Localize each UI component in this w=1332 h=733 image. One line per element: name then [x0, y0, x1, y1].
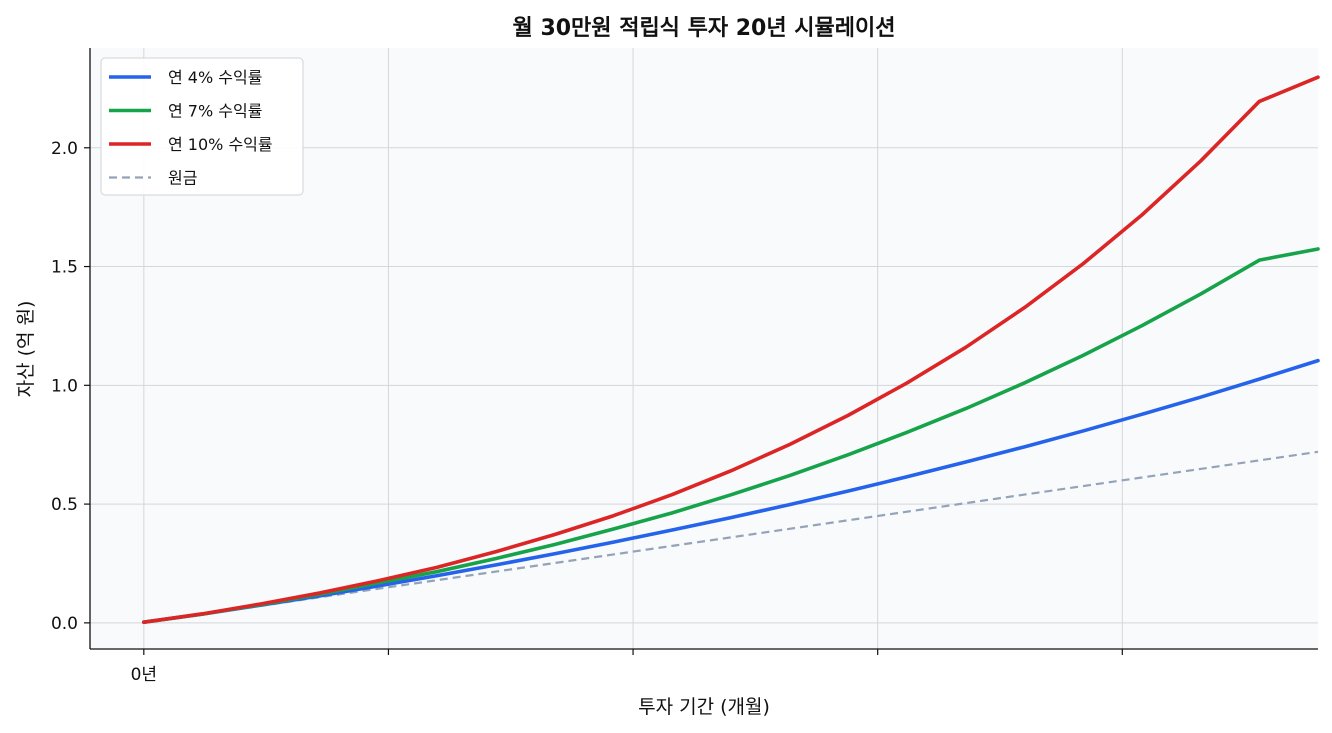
x-tick-label: 0년: [131, 665, 157, 685]
y-tick-label: 0.5: [51, 495, 78, 515]
series-line-3: [142, 75, 1320, 624]
y-tick-label: 0.0: [51, 614, 78, 634]
y-tick-label: 1.0: [51, 376, 78, 396]
series-line-4: [143, 450, 1319, 624]
y-tick-label: 1.5: [51, 258, 78, 278]
y-tick-label: 2.0: [51, 139, 78, 159]
y-axis-label: 자산 (억 원): [15, 301, 37, 398]
legend-label: 연 10% 수익률: [168, 135, 273, 154]
x-axis-label: 투자 기간 (개월): [638, 696, 770, 718]
legend-label: 연 7% 수익률: [168, 102, 262, 121]
axis-layer: 0년 0.0 0.5 1.0 1.5 2.0: [51, 48, 1318, 685]
legend-box: [100, 57, 304, 196]
grid-layer: [90, 48, 1318, 649]
chart-title: 월 30만원 적립식 투자 20년 시뮬레이션: [513, 16, 896, 41]
legend-label: 연 4% 수익률: [168, 68, 262, 87]
legend-label: 원금: [168, 169, 197, 188]
series-line-1: [142, 358, 1320, 624]
series-layer: [142, 75, 1320, 624]
